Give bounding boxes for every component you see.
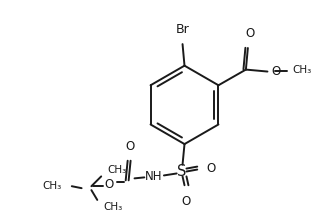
Text: S: S bbox=[177, 164, 186, 179]
Text: O: O bbox=[104, 178, 114, 191]
Text: NH: NH bbox=[145, 170, 163, 183]
Text: CH₃: CH₃ bbox=[103, 202, 123, 212]
Text: O: O bbox=[271, 65, 281, 78]
Text: O: O bbox=[206, 162, 215, 175]
Text: CH₃: CH₃ bbox=[107, 165, 126, 174]
Text: O: O bbox=[245, 27, 254, 40]
Text: CH₃: CH₃ bbox=[43, 181, 62, 191]
Text: O: O bbox=[125, 140, 134, 153]
Text: O: O bbox=[182, 195, 191, 208]
Text: CH₃: CH₃ bbox=[292, 65, 311, 75]
Text: Br: Br bbox=[176, 23, 189, 36]
